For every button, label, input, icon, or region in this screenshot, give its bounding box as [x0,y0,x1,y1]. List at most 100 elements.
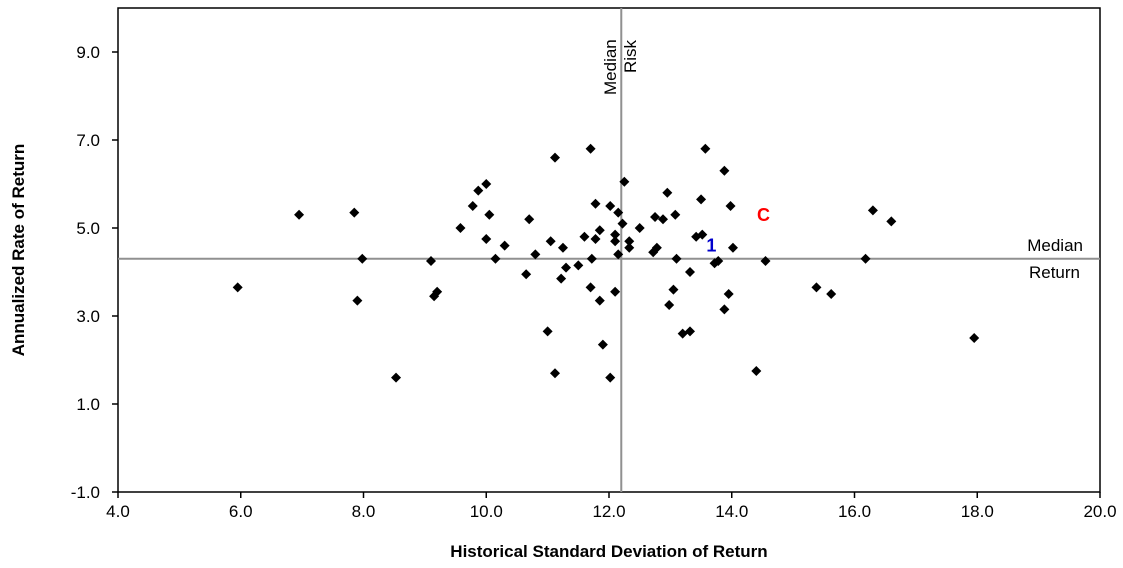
data-point [811,282,822,293]
data-point [605,372,616,383]
data-point [696,194,707,205]
x-axis-title: Historical Standard Deviation of Return [450,542,767,561]
data-point [557,242,568,253]
data-point [860,253,871,264]
data-point [349,207,360,218]
data-point [610,286,621,297]
data-point [651,242,662,253]
data-point [481,234,492,244]
median-return-label-line2: Return [1029,263,1080,282]
y-tick-label: 5.0 [76,219,100,238]
highlight-label-c: C [757,205,770,225]
data-point [590,234,601,244]
data-point [294,209,305,220]
data-point [723,289,734,299]
data-point [521,269,532,280]
data-point [760,256,771,266]
data-point [867,205,878,216]
data-point [490,253,501,264]
data-point [610,229,621,240]
x-tick-label: 12.0 [592,502,625,521]
data-point [826,289,837,299]
data-point [610,236,621,247]
data-point [668,284,679,295]
y-tick-label: -1.0 [71,483,100,502]
data-point [561,262,572,273]
data-point [613,207,624,218]
data-point [594,295,605,306]
data-point [969,333,980,343]
data-point [617,218,628,229]
data-point [719,165,730,176]
data-point [624,236,635,247]
data-point [473,185,484,196]
x-tick-label: 18.0 [961,502,994,521]
x-tick-label: 4.0 [106,502,130,521]
data-point [671,253,682,264]
plot-area [117,7,1101,493]
median-return-label-line1: Median [1027,236,1083,255]
data-point [579,231,590,242]
data-point [713,256,724,266]
x-tick-label: 6.0 [229,502,253,521]
data-point [685,326,696,337]
data-point [664,300,675,310]
data-point [426,256,437,266]
data-points [232,143,980,383]
x-tick-label: 20.0 [1083,502,1116,521]
data-point [700,143,711,154]
data-point [585,282,596,293]
data-point [545,236,556,247]
data-point [391,372,402,383]
data-point [484,209,495,220]
data-point [432,286,443,297]
data-point [725,201,736,211]
data-point [727,242,738,253]
median-risk-label-line1: Median [601,39,620,95]
data-point [650,212,661,222]
y-tick-label: 1.0 [76,395,100,414]
highlight-label-1: 1 [706,236,716,256]
data-point [613,249,624,260]
data-point [467,201,478,211]
data-point [719,304,730,315]
data-point [455,223,466,233]
data-point [542,326,553,337]
data-point [619,176,630,187]
data-point [549,152,560,163]
data-point [573,260,584,271]
median-risk-label-line2: Risk [621,39,640,73]
data-point [556,273,567,284]
data-point [624,242,635,253]
data-point [605,201,616,211]
data-point [524,214,535,225]
x-axis-ticks: 4.0 6.0 8.0 10.0 12.0 14.0 16.0 18.0 20.0 [106,492,1117,521]
x-tick-label: 14.0 [715,502,748,521]
data-point [685,267,696,277]
data-point [357,253,368,264]
data-point [549,368,560,379]
data-point [751,366,762,376]
data-point [481,179,492,189]
data-point [594,225,605,236]
data-point [697,229,708,240]
x-tick-label: 8.0 [352,502,376,521]
data-point [677,328,688,339]
data-point [634,223,645,233]
x-tick-label: 16.0 [838,502,871,521]
data-point [662,187,673,198]
data-point [886,216,897,227]
y-tick-label: 9.0 [76,43,100,62]
y-tick-label: 3.0 [76,307,100,326]
y-axis-ticks: -1.0 1.0 3.0 5.0 7.0 9.0 [71,43,118,502]
data-point [597,339,608,350]
data-point [658,214,669,225]
data-point [352,295,363,306]
data-point [585,143,596,154]
data-point [586,253,597,264]
data-point [590,198,601,209]
data-point [530,249,541,260]
y-tick-label: 7.0 [76,131,100,150]
x-tick-label: 10.0 [470,502,503,521]
